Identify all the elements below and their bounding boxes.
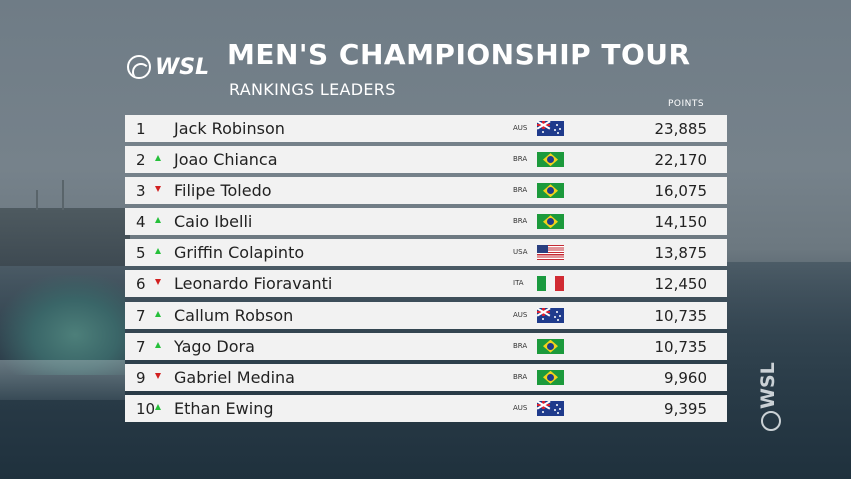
surfer-name: Gabriel Medina — [174, 367, 295, 387]
wsl-watermark-text: WSL — [757, 362, 779, 409]
surfer-name: Joao Chianca — [174, 150, 278, 170]
table-row: 5 Griffin Colapinto USA 13,875 — [125, 239, 727, 267]
table-row: 4 Caio Ibelli BRA 14,150 — [125, 208, 727, 236]
bra-flag-icon — [537, 183, 564, 199]
table-row: 10 Ethan Ewing AUS 9,395 — [125, 394, 727, 422]
page-title: MEN'S CHAMPIONSHIP TOUR — [227, 38, 691, 71]
wave — [0, 275, 125, 375]
pole — [62, 180, 64, 210]
surfer-name: Caio Ibelli — [174, 212, 253, 232]
usa-flag-icon — [537, 245, 564, 261]
rank-number: 5 — [136, 244, 146, 263]
wsl-watermark: WSL — [755, 362, 787, 435]
surfer-name: Filipe Toledo — [174, 181, 272, 201]
surfer-name: Leonardo Fioravanti — [174, 274, 333, 294]
points-value: 10,735 — [654, 306, 708, 325]
surfer-name: Yago Dora — [174, 336, 255, 356]
ita-flag-icon — [537, 276, 564, 292]
trend-up-icon — [155, 310, 161, 317]
aus-flag-icon — [537, 121, 564, 136]
rank-number: 4 — [136, 213, 146, 232]
trend-down-icon — [155, 279, 161, 286]
country-code: AUS — [513, 310, 528, 319]
points-value: 9,960 — [664, 368, 707, 387]
trend-up-icon — [155, 403, 161, 410]
table-row: 3 Filipe Toledo BRA 16,075 — [125, 177, 727, 205]
rank-number: 10 — [136, 399, 156, 418]
points-value: 22,170 — [654, 151, 708, 170]
pole — [36, 190, 38, 210]
bra-flag-icon — [537, 214, 564, 230]
aus-flag-icon — [537, 307, 564, 323]
country-code: ITA — [513, 279, 524, 288]
table-row: 2 Joao Chianca BRA 22,170 — [125, 146, 727, 174]
surfer-name: Griffin Colapinto — [174, 243, 305, 263]
country-code: BRA — [513, 372, 528, 381]
table-row: 7 Callum Robson AUS 10,735 — [125, 301, 727, 329]
rank-number: 6 — [136, 275, 146, 294]
country-code: BRA — [513, 155, 528, 164]
trend-up-icon — [155, 155, 161, 162]
trend-up-icon — [155, 248, 161, 255]
table-row: 6 Leonardo Fioravanti ITA 12,450 — [125, 270, 727, 298]
points-value: 9,395 — [664, 399, 707, 418]
wave-logo-icon — [761, 411, 781, 431]
country-code: USA — [513, 248, 528, 257]
wave-logo-icon — [127, 55, 151, 79]
country-code: BRA — [513, 186, 528, 195]
bra-flag-icon — [537, 338, 564, 354]
points-value: 12,450 — [654, 275, 708, 294]
table-row: 1 Jack Robinson AUS 23,885 — [125, 115, 727, 142]
wave-foam — [0, 360, 125, 400]
trend-down-icon — [155, 186, 161, 193]
wsl-logo: WSL — [127, 54, 217, 80]
country-code: BRA — [513, 341, 528, 350]
country-code: AUS — [513, 124, 528, 132]
rank-number: 7 — [136, 306, 146, 325]
rank-number: 3 — [136, 182, 146, 201]
table-row: 9 Gabriel Medina BRA 9,960 — [125, 363, 727, 391]
points-column-header: POINTS — [668, 99, 705, 109]
bra-flag-icon — [537, 369, 564, 385]
country-code: AUS — [513, 403, 528, 412]
points-value: 16,075 — [654, 182, 708, 201]
table-row: 7 Yago Dora BRA 10,735 — [125, 332, 727, 360]
aus-flag-icon — [537, 400, 564, 416]
bra-flag-icon — [537, 152, 564, 168]
rankings-table: 1 Jack Robinson AUS 23,885 2 Joao Chianca BRA 2… — [125, 115, 727, 426]
surfer-name: Callum Robson — [174, 305, 294, 325]
country-code: BRA — [513, 217, 528, 226]
points-value: 13,875 — [654, 244, 708, 263]
wsl-logo-text: WSL — [155, 54, 210, 80]
trend-up-icon — [155, 217, 161, 224]
trend-up-icon — [155, 341, 161, 348]
rank-number: 7 — [136, 337, 146, 356]
pier — [0, 208, 130, 266]
surfer-name: Jack Robinson — [174, 119, 285, 138]
trend-down-icon — [155, 372, 161, 379]
points-value: 14,150 — [654, 213, 708, 232]
rank-number: 2 — [136, 151, 146, 170]
surfer-name: Ethan Ewing — [174, 398, 274, 418]
points-value: 23,885 — [654, 120, 708, 138]
points-value: 10,735 — [654, 337, 708, 356]
rank-number: 9 — [136, 368, 146, 387]
page-subtitle: RANKINGS LEADERS — [229, 80, 396, 99]
rank-number: 1 — [136, 120, 146, 138]
